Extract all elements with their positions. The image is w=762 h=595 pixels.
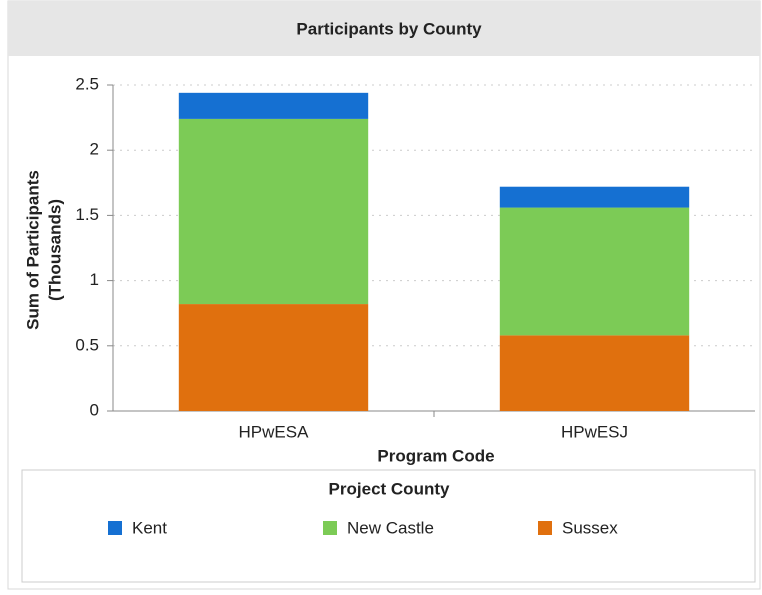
legend-swatch [323, 521, 337, 535]
legend-label: Kent [132, 518, 167, 537]
y-tick-label: 2 [90, 140, 99, 159]
legend-label: Sussex [562, 518, 618, 537]
y-axis-label: (Thousands) [45, 199, 64, 301]
y-tick-label: 1 [90, 270, 99, 289]
x-tick-label: HPwESJ [561, 422, 628, 441]
legend-swatch [108, 521, 122, 535]
bar-segment [178, 304, 369, 411]
y-tick-label: 2.5 [75, 74, 99, 93]
header [8, 1, 760, 56]
bar-segment [499, 335, 690, 411]
legend-label: New Castle [347, 518, 434, 537]
chart-title: Participants by County [296, 19, 482, 38]
y-tick-label: 0.5 [75, 335, 99, 354]
legend-box [21, 469, 756, 583]
bar-segment [178, 118, 369, 305]
legend-title: Project County [329, 479, 450, 498]
x-axis-label: Program Code [377, 446, 494, 465]
bar-segment [499, 207, 690, 336]
bar-segment [499, 186, 690, 208]
y-axis-label: Sum of Participants [23, 170, 42, 330]
legend-swatch [538, 521, 552, 535]
bar-segment [178, 92, 369, 119]
y-tick-label: 1.5 [75, 205, 99, 224]
x-tick-label: HPwESA [239, 422, 310, 441]
y-tick-label: 0 [90, 400, 99, 419]
